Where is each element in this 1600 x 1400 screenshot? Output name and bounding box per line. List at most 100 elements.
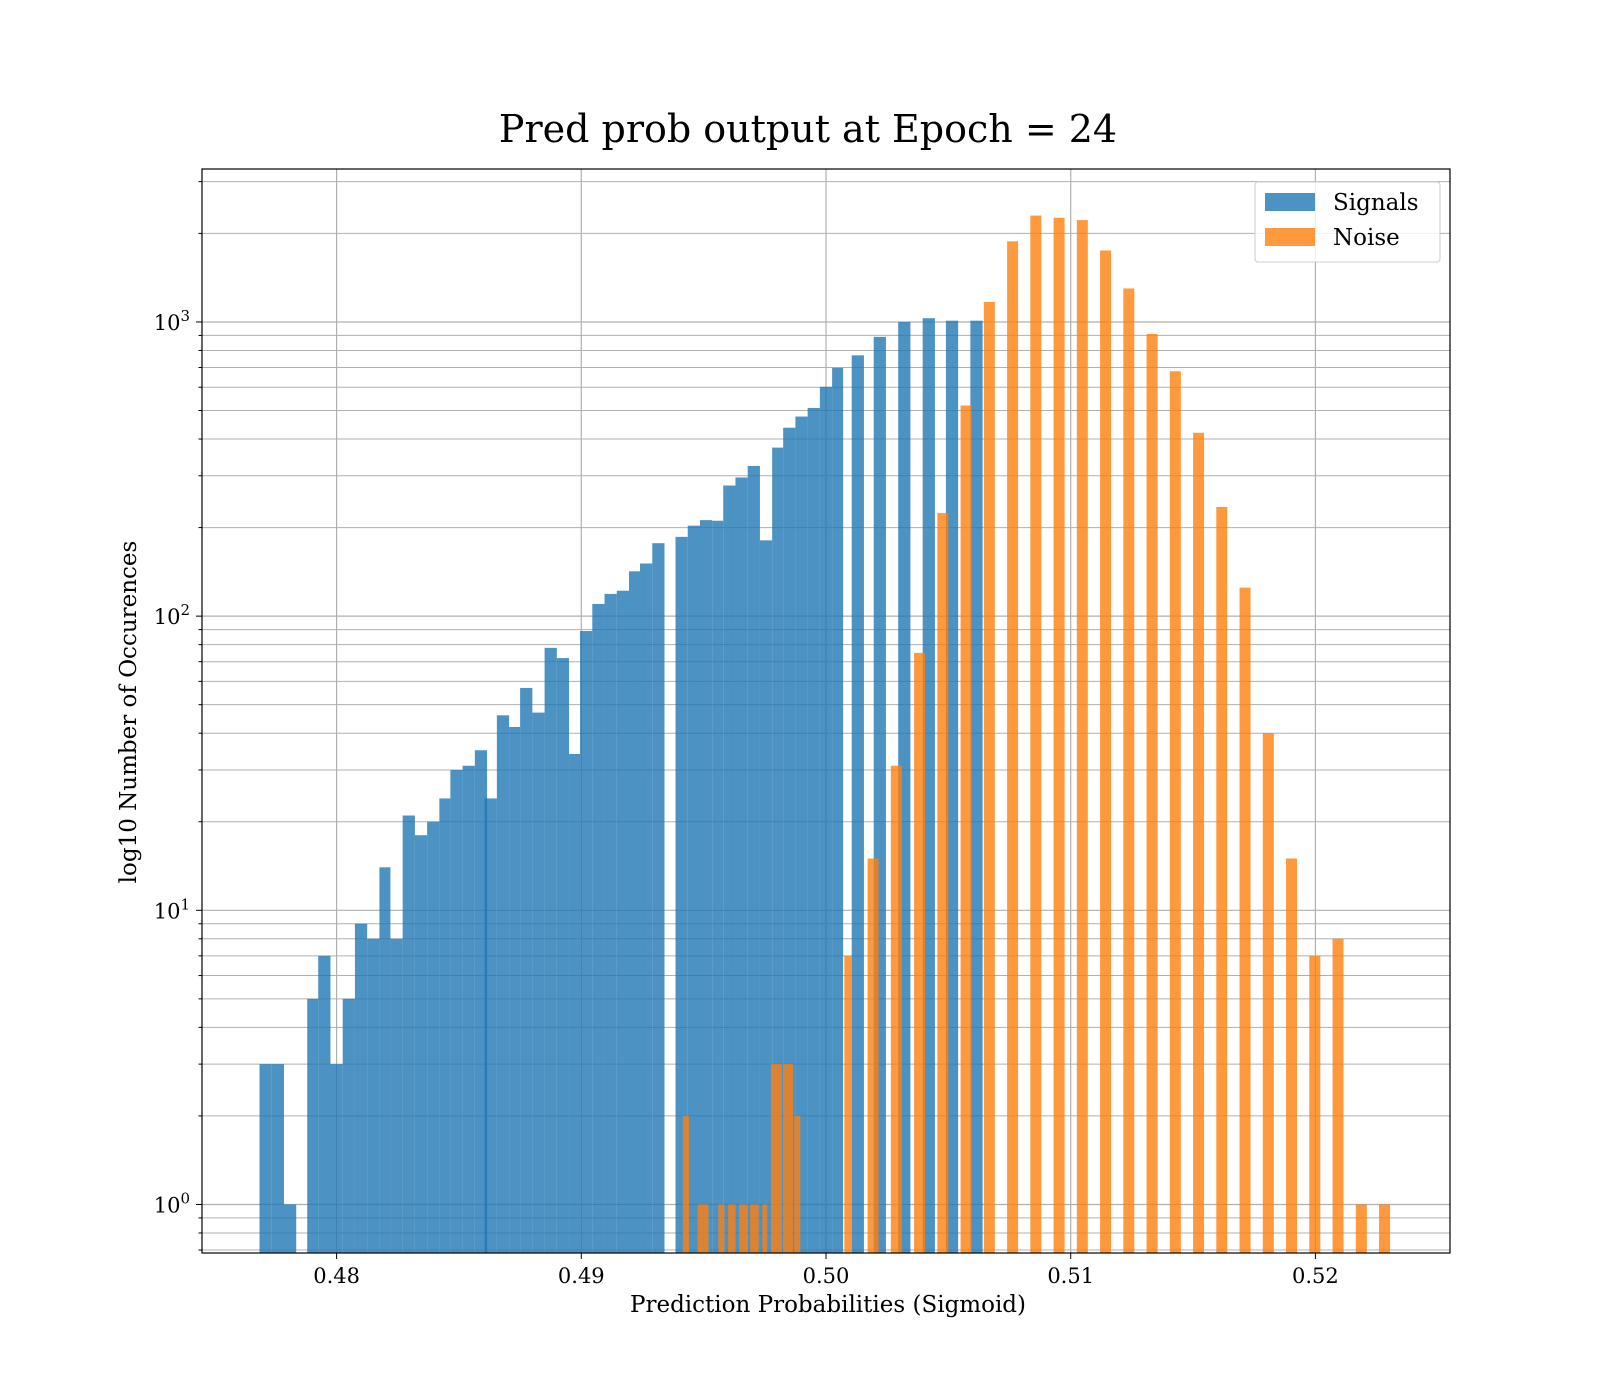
noise-bar — [750, 1204, 759, 1253]
signals-bar — [772, 447, 784, 1253]
signals-bar — [427, 821, 440, 1253]
signals-bar — [544, 647, 557, 1253]
signals-bar — [450, 769, 463, 1253]
signals-bar — [699, 520, 713, 1253]
x-tick-label: 0.48 — [313, 1264, 360, 1288]
y-axis-ticks: 100 101 102 103 — [154, 181, 202, 1251]
signals-bar — [354, 923, 368, 1253]
signals-bars — [259, 318, 983, 1254]
signals-bar — [851, 355, 864, 1254]
x-tick-label: 0.51 — [1047, 1264, 1094, 1288]
signals-bar — [580, 631, 593, 1253]
signals-bar — [592, 603, 605, 1253]
noise-bar — [1309, 955, 1321, 1253]
y-axis-label: log10 Number of Occurences — [116, 541, 142, 884]
signals-bar — [496, 715, 510, 1253]
noise-bar — [1332, 938, 1344, 1253]
signals-bar — [439, 798, 451, 1253]
x-tick-label: 0.52 — [1292, 1264, 1339, 1288]
signals-bar — [330, 1064, 343, 1253]
signals-bar — [945, 320, 959, 1253]
signals-bar — [807, 407, 820, 1253]
legend-signals-label: Signals — [1333, 190, 1419, 216]
signals-bar — [604, 593, 617, 1253]
noise-bar — [1169, 371, 1181, 1253]
noise-bar — [794, 1115, 801, 1253]
signals-bar — [283, 1204, 297, 1253]
signals-bar — [532, 712, 545, 1253]
noise-bar — [1100, 250, 1112, 1253]
noise-bar — [1146, 334, 1158, 1254]
signals-bar — [462, 765, 475, 1253]
noise-bar — [890, 765, 902, 1253]
signals-bar — [616, 590, 630, 1253]
signals-bar — [414, 835, 428, 1253]
chart-title: Pred prob output at Epoch = 24 — [499, 107, 1117, 151]
signals-bar — [652, 543, 665, 1253]
noise-bar — [697, 1204, 709, 1253]
x-axis-label: Prediction Probabilities (Sigmoid) — [630, 1292, 1026, 1318]
signals-bar — [271, 1064, 284, 1253]
signals-bar — [735, 477, 748, 1253]
signals-bar — [390, 938, 403, 1253]
signals-bar — [747, 465, 760, 1253]
noise-bar — [1239, 587, 1251, 1253]
signals-bar — [832, 367, 844, 1253]
noise-bar — [1355, 1204, 1367, 1253]
signals-bar — [723, 485, 736, 1254]
x-tick-label: 0.50 — [803, 1264, 850, 1288]
noise-bar — [718, 1204, 725, 1253]
legend-noise-swatch — [1265, 228, 1315, 246]
noise-bar — [1053, 217, 1065, 1254]
noise-bar — [960, 405, 972, 1253]
noise-bar — [914, 652, 926, 1253]
signals-bar — [783, 427, 796, 1253]
noise-bar — [1007, 241, 1019, 1253]
signals-bar — [520, 687, 533, 1253]
legend: Signals Noise — [1254, 181, 1441, 263]
signals-bar — [556, 658, 570, 1253]
signals-bar — [970, 320, 983, 1253]
noise-bar — [739, 1204, 748, 1253]
legend-signals-swatch — [1265, 193, 1315, 211]
signals-bar — [318, 955, 331, 1253]
signals-bar — [640, 563, 653, 1253]
signals-bar — [922, 318, 935, 1253]
y-tick-label: 102 — [154, 601, 190, 629]
signals-bar — [509, 726, 521, 1253]
signals-bar — [259, 1064, 272, 1253]
noise-bar — [1379, 1204, 1391, 1253]
signals-bar — [629, 571, 641, 1253]
signals-bar — [569, 753, 581, 1253]
noise-bar — [1262, 733, 1274, 1253]
signals-bar — [712, 520, 724, 1253]
noise-bar — [867, 858, 879, 1253]
signals-bar — [819, 386, 833, 1253]
signals-bar — [402, 815, 415, 1253]
signals-bar — [675, 536, 688, 1253]
signals-bar — [367, 938, 380, 1253]
noise-bar — [1123, 288, 1135, 1253]
signals-bar — [342, 998, 355, 1253]
noise-bar — [728, 1204, 736, 1253]
noise-bar — [983, 301, 995, 1253]
signals-bar — [379, 867, 391, 1253]
y-tick-label: 100 — [154, 1189, 190, 1217]
legend-noise-label: Noise — [1333, 225, 1400, 251]
y-tick-label: 101 — [154, 895, 190, 923]
signals-bar — [484, 798, 497, 1253]
noise-bar — [1216, 506, 1228, 1254]
noise-bars — [682, 215, 1391, 1254]
noise-bar — [937, 513, 949, 1253]
noise-bar — [1286, 858, 1298, 1253]
signals-bar — [307, 998, 319, 1253]
x-axis-ticks: 0.48 0.49 0.50 0.51 0.52 — [313, 1253, 1339, 1288]
signals-bar — [795, 416, 808, 1253]
noise-bar — [682, 1115, 689, 1253]
x-tick-label: 0.49 — [558, 1264, 605, 1288]
noise-bar — [844, 955, 852, 1253]
signals-bar — [687, 525, 700, 1253]
noise-bar — [770, 1064, 782, 1253]
y-tick-label: 103 — [154, 307, 190, 335]
signals-bar — [474, 750, 488, 1253]
